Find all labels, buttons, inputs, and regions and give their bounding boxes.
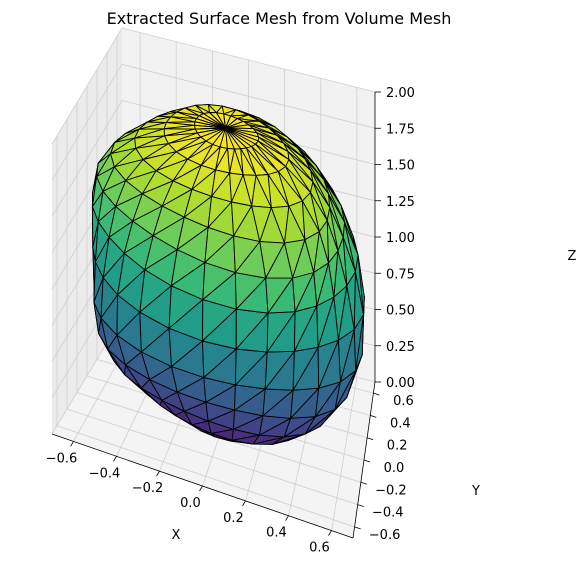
z-axis-label: Z [568, 249, 576, 264]
x-tick [113, 456, 117, 462]
y-tick [370, 415, 377, 418]
y-tick-label: −0.2 [375, 483, 407, 498]
y-axis-label: Y [471, 484, 480, 499]
x-tick-label: −0.4 [89, 466, 121, 481]
x-axis-label: X [172, 528, 181, 543]
z-tick-label: 0.75 [386, 267, 415, 282]
mesh-face [225, 115, 232, 129]
surface-mesh [91, 104, 365, 445]
y-tick-label: 0.2 [387, 439, 408, 454]
gridline-z [51, 27, 376, 145]
mesh-face [194, 121, 226, 129]
mesh-face [223, 113, 226, 129]
y-tick [367, 437, 374, 441]
mesh-face [265, 242, 294, 279]
y-tick [360, 481, 367, 485]
y-tick [363, 459, 371, 463]
mesh-face [195, 118, 226, 129]
x-tick [285, 515, 289, 521]
mesh-face [209, 112, 226, 129]
x-tick-label: 0.6 [309, 541, 330, 556]
x-tick [199, 485, 203, 492]
y-tick-label: 0.0 [384, 461, 405, 476]
y-tick-label: 0.4 [390, 416, 411, 431]
gridline-z [51, 63, 376, 181]
z-tick-label: 1.25 [386, 195, 415, 210]
mesh-face [225, 120, 244, 129]
x-tick [242, 500, 246, 507]
y-tick-label: 0.6 [393, 394, 414, 409]
x-tick-label: 0.4 [266, 526, 287, 541]
x-tick-label: −0.6 [46, 451, 78, 466]
y-tick [373, 392, 380, 396]
x-tick-label: 0.2 [223, 511, 244, 526]
y-tick-label: −0.6 [369, 528, 401, 543]
mesh-face [216, 112, 226, 129]
z-tick-label: 0.00 [386, 376, 415, 391]
tick-marks [70, 91, 381, 536]
tick-labels: −0.6−0.4−0.20.00.20.40.6−0.6−0.4−0.20.00… [46, 86, 415, 556]
x-tick-label: 0.0 [180, 496, 201, 511]
z-tick-label: 0.50 [386, 304, 415, 319]
mesh-face [194, 124, 226, 129]
x-tick-label: −0.2 [132, 481, 164, 496]
x-tick [328, 530, 332, 536]
z-tick-label: 2.00 [386, 86, 415, 101]
z-tick-label: 0.25 [386, 340, 415, 355]
chart-title: Extracted Surface Mesh from Volume Mesh [107, 9, 452, 28]
mesh-face [292, 239, 315, 279]
x-tick [156, 470, 160, 477]
mesh-face [198, 115, 226, 129]
z-tick-label: 1.50 [386, 159, 415, 174]
mesh-face [225, 118, 238, 129]
x-tick [70, 441, 74, 447]
mesh-face [194, 127, 226, 130]
y-tick [354, 526, 361, 530]
y-tick-label: −0.4 [372, 506, 404, 521]
z-tick-label: 1.00 [386, 231, 415, 246]
y-tick [357, 504, 364, 507]
z-tick-label: 1.75 [386, 122, 415, 137]
